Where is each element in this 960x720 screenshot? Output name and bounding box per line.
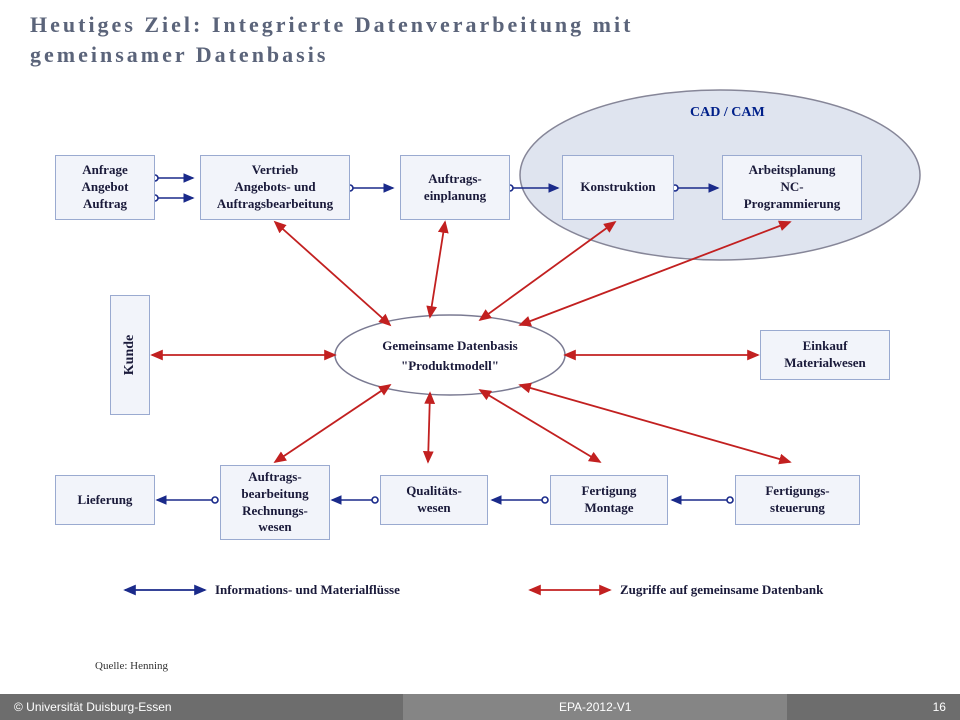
- box-arbeitsplanung: Arbeitsplanung NC- Programmierung: [722, 155, 862, 220]
- quelle-label: Quelle: Henning: [95, 660, 168, 672]
- box-vertrieb: Vertrieb Angebots- und Auftragsbearbeitu…: [200, 155, 350, 220]
- legend-zugriffe: Zugriffe auf gemeinsame Datenbank: [620, 582, 823, 598]
- footer-mid: EPA-2012-V1: [403, 694, 787, 720]
- footer-right: 16: [787, 694, 960, 720]
- box-fertigungssteuerung: Fertigungs- steuerung: [735, 475, 860, 525]
- box-auftragsbearbeitung: Auftrags- bearbeitung Rechnungs- wesen: [220, 465, 330, 540]
- kunde-bar: Kunde: [110, 295, 150, 415]
- box-auftragseinplanung: Auftrags- einplanung: [400, 155, 510, 220]
- box-qualitaetswesen: Qualitäts- wesen: [380, 475, 488, 525]
- box-konstruktion: Konstruktion: [562, 155, 674, 220]
- center-line2: "Produktmodell": [370, 358, 530, 374]
- footer-left: © Universität Duisburg-Essen: [0, 694, 403, 720]
- legend-info-material: Informations- und Materialflüsse: [215, 582, 400, 598]
- kunde-label: Kunde: [122, 335, 138, 375]
- box-anfrage: Anfrage Angebot Auftrag: [55, 155, 155, 220]
- footer-bar: © Universität Duisburg-Essen EPA-2012-V1…: [0, 694, 960, 720]
- cadcam-label: CAD / CAM: [690, 105, 765, 121]
- center-line1: Gemeinsame Datenbasis: [370, 338, 530, 354]
- box-fertigung-montage: Fertigung Montage: [550, 475, 668, 525]
- box-lieferung: Lieferung: [55, 475, 155, 525]
- box-einkauf: Einkauf Materialwesen: [760, 330, 890, 380]
